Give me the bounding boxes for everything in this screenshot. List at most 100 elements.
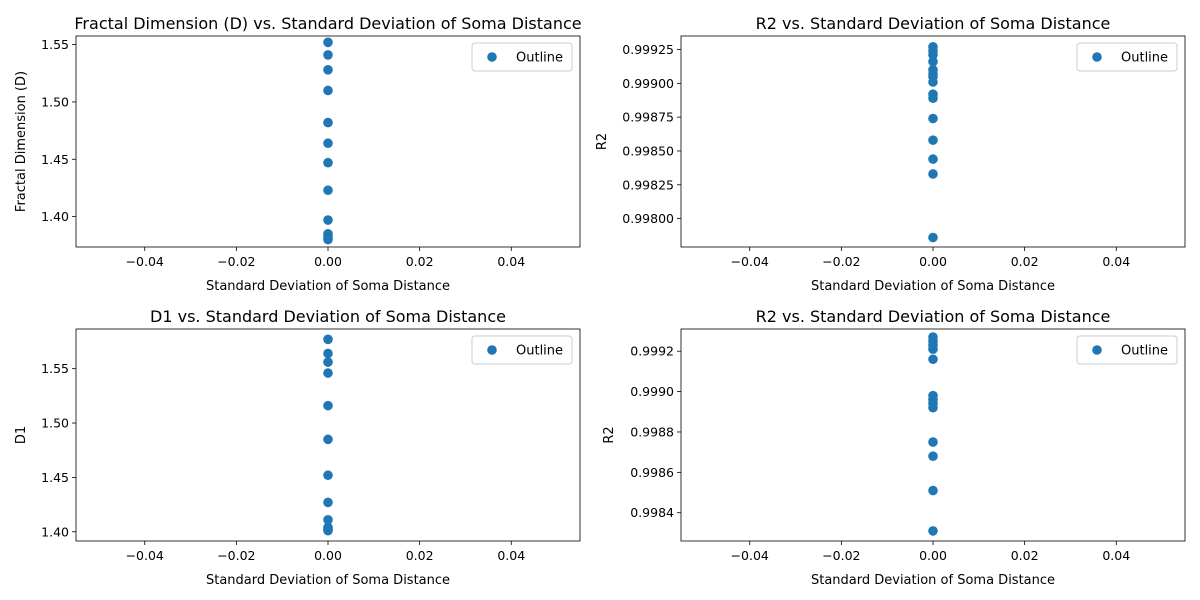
y-tick-label: 1.50 xyxy=(41,416,69,431)
x-tick-label: 0.00 xyxy=(314,548,342,563)
legend-marker xyxy=(1092,345,1102,355)
x-tick-label: 0.04 xyxy=(497,254,525,269)
x-tick-label: 0.00 xyxy=(314,254,342,269)
x-tick-label: −0.02 xyxy=(217,548,255,563)
y-tick-label: 0.9990 xyxy=(630,384,674,399)
x-tick-label: −0.04 xyxy=(731,254,769,269)
x-tick-label: −0.04 xyxy=(126,254,164,269)
data-point xyxy=(323,515,333,525)
x-tick-label: −0.04 xyxy=(126,548,164,563)
data-point xyxy=(323,368,333,378)
chart-title: Fractal Dimension (D) vs. Standard Devia… xyxy=(74,14,581,33)
data-point xyxy=(323,525,333,536)
chart-title: R2 vs. Standard Deviation of Soma Distan… xyxy=(756,307,1111,326)
y-tick-label: 0.99800 xyxy=(622,211,674,226)
x-axis-label: Standard Deviation of Soma Distance xyxy=(206,279,450,294)
legend-box xyxy=(1076,335,1178,365)
chart-panel-3: D1 vs. Standard Deviation of Soma Distan… xyxy=(14,307,581,588)
y-axis-label: Fractal Dimension (D) xyxy=(14,71,29,212)
x-tick-label: 0.02 xyxy=(1011,548,1039,563)
data-point xyxy=(928,526,938,536)
chart-panel-4: R2 vs. Standard Deviation of Soma Distan… xyxy=(602,307,1186,588)
data-point xyxy=(928,135,938,145)
plot-frame xyxy=(75,328,581,542)
data-point xyxy=(323,497,333,508)
x-tick-label: −0.02 xyxy=(822,254,860,269)
data-point xyxy=(323,138,333,149)
y-tick-label: 0.9984 xyxy=(630,505,674,520)
data-point xyxy=(928,169,938,179)
x-axis-label: Standard Deviation of Soma Distance xyxy=(811,279,1055,294)
x-tick-label: 0.02 xyxy=(1011,254,1039,269)
y-tick-label: 0.99825 xyxy=(622,177,674,192)
x-tick-label: 0.04 xyxy=(1102,254,1130,269)
x-axis-label: Standard Deviation of Soma Distance xyxy=(206,573,450,588)
data-point xyxy=(323,434,333,445)
data-point xyxy=(323,357,333,367)
data-point xyxy=(928,402,938,413)
legend-label: Outline xyxy=(516,51,563,66)
y-axis-label: D1 xyxy=(14,426,29,444)
x-tick-label: 0.02 xyxy=(406,254,434,269)
x-tick-label: 0.04 xyxy=(497,548,525,563)
x-tick-label: 0.02 xyxy=(406,548,434,563)
legend-box xyxy=(471,42,573,72)
data-point xyxy=(323,185,333,196)
data-point xyxy=(323,117,333,128)
plot-frame xyxy=(75,35,581,248)
y-tick-label: 0.99900 xyxy=(622,76,674,91)
y-tick-label: 0.99925 xyxy=(622,42,674,57)
data-point xyxy=(323,37,333,48)
data-point xyxy=(323,65,333,75)
data-point xyxy=(928,113,938,124)
chart-panel-2: R2 vs. Standard Deviation of Soma Distan… xyxy=(595,14,1186,294)
x-tick-label: −0.02 xyxy=(217,254,255,269)
plot-frame xyxy=(680,328,1186,542)
data-point xyxy=(928,56,938,67)
y-tick-label: 0.9992 xyxy=(630,344,674,359)
data-point xyxy=(928,50,938,60)
y-tick-label: 0.99850 xyxy=(622,143,674,158)
data-point xyxy=(323,234,333,245)
x-tick-label: 0.00 xyxy=(919,254,947,269)
y-axis-label: R2 xyxy=(602,426,617,443)
y-tick-label: 1.55 xyxy=(41,361,69,376)
legend-marker xyxy=(487,345,497,355)
data-point xyxy=(323,157,333,168)
data-point xyxy=(323,85,333,96)
y-tick-label: 0.9986 xyxy=(630,465,674,480)
y-axis-label: R2 xyxy=(595,133,610,150)
y-tick-label: 1.45 xyxy=(41,470,69,485)
x-tick-label: −0.04 xyxy=(731,548,769,563)
chart-title: D1 vs. Standard Deviation of Soma Distan… xyxy=(150,307,506,326)
data-point xyxy=(928,437,938,447)
chart-title: R2 vs. Standard Deviation of Soma Distan… xyxy=(756,14,1111,33)
data-point xyxy=(928,77,938,87)
x-tick-label: 0.04 xyxy=(1102,548,1130,563)
legend-label: Outline xyxy=(516,344,563,359)
legend-marker xyxy=(1092,52,1102,62)
data-point xyxy=(323,348,333,359)
data-point xyxy=(928,451,938,462)
data-point xyxy=(928,344,938,354)
x-axis-label: Standard Deviation of Soma Distance xyxy=(811,573,1055,588)
data-point xyxy=(323,50,333,60)
y-tick-label: 0.9988 xyxy=(630,424,674,439)
legend-box xyxy=(1076,42,1178,72)
data-point xyxy=(928,354,938,365)
data-point xyxy=(323,470,333,481)
y-tick-label: 0.99875 xyxy=(622,110,674,125)
x-tick-label: −0.02 xyxy=(822,548,860,563)
legend-box xyxy=(471,335,573,365)
data-point xyxy=(928,232,938,243)
plot-frame xyxy=(680,35,1186,248)
data-point xyxy=(928,93,938,104)
y-tick-label: 1.45 xyxy=(41,152,69,167)
data-point xyxy=(323,215,333,225)
y-tick-label: 1.55 xyxy=(41,37,69,52)
y-tick-label: 1.50 xyxy=(41,94,69,109)
data-point xyxy=(323,400,333,411)
y-tick-label: 1.40 xyxy=(41,524,69,539)
